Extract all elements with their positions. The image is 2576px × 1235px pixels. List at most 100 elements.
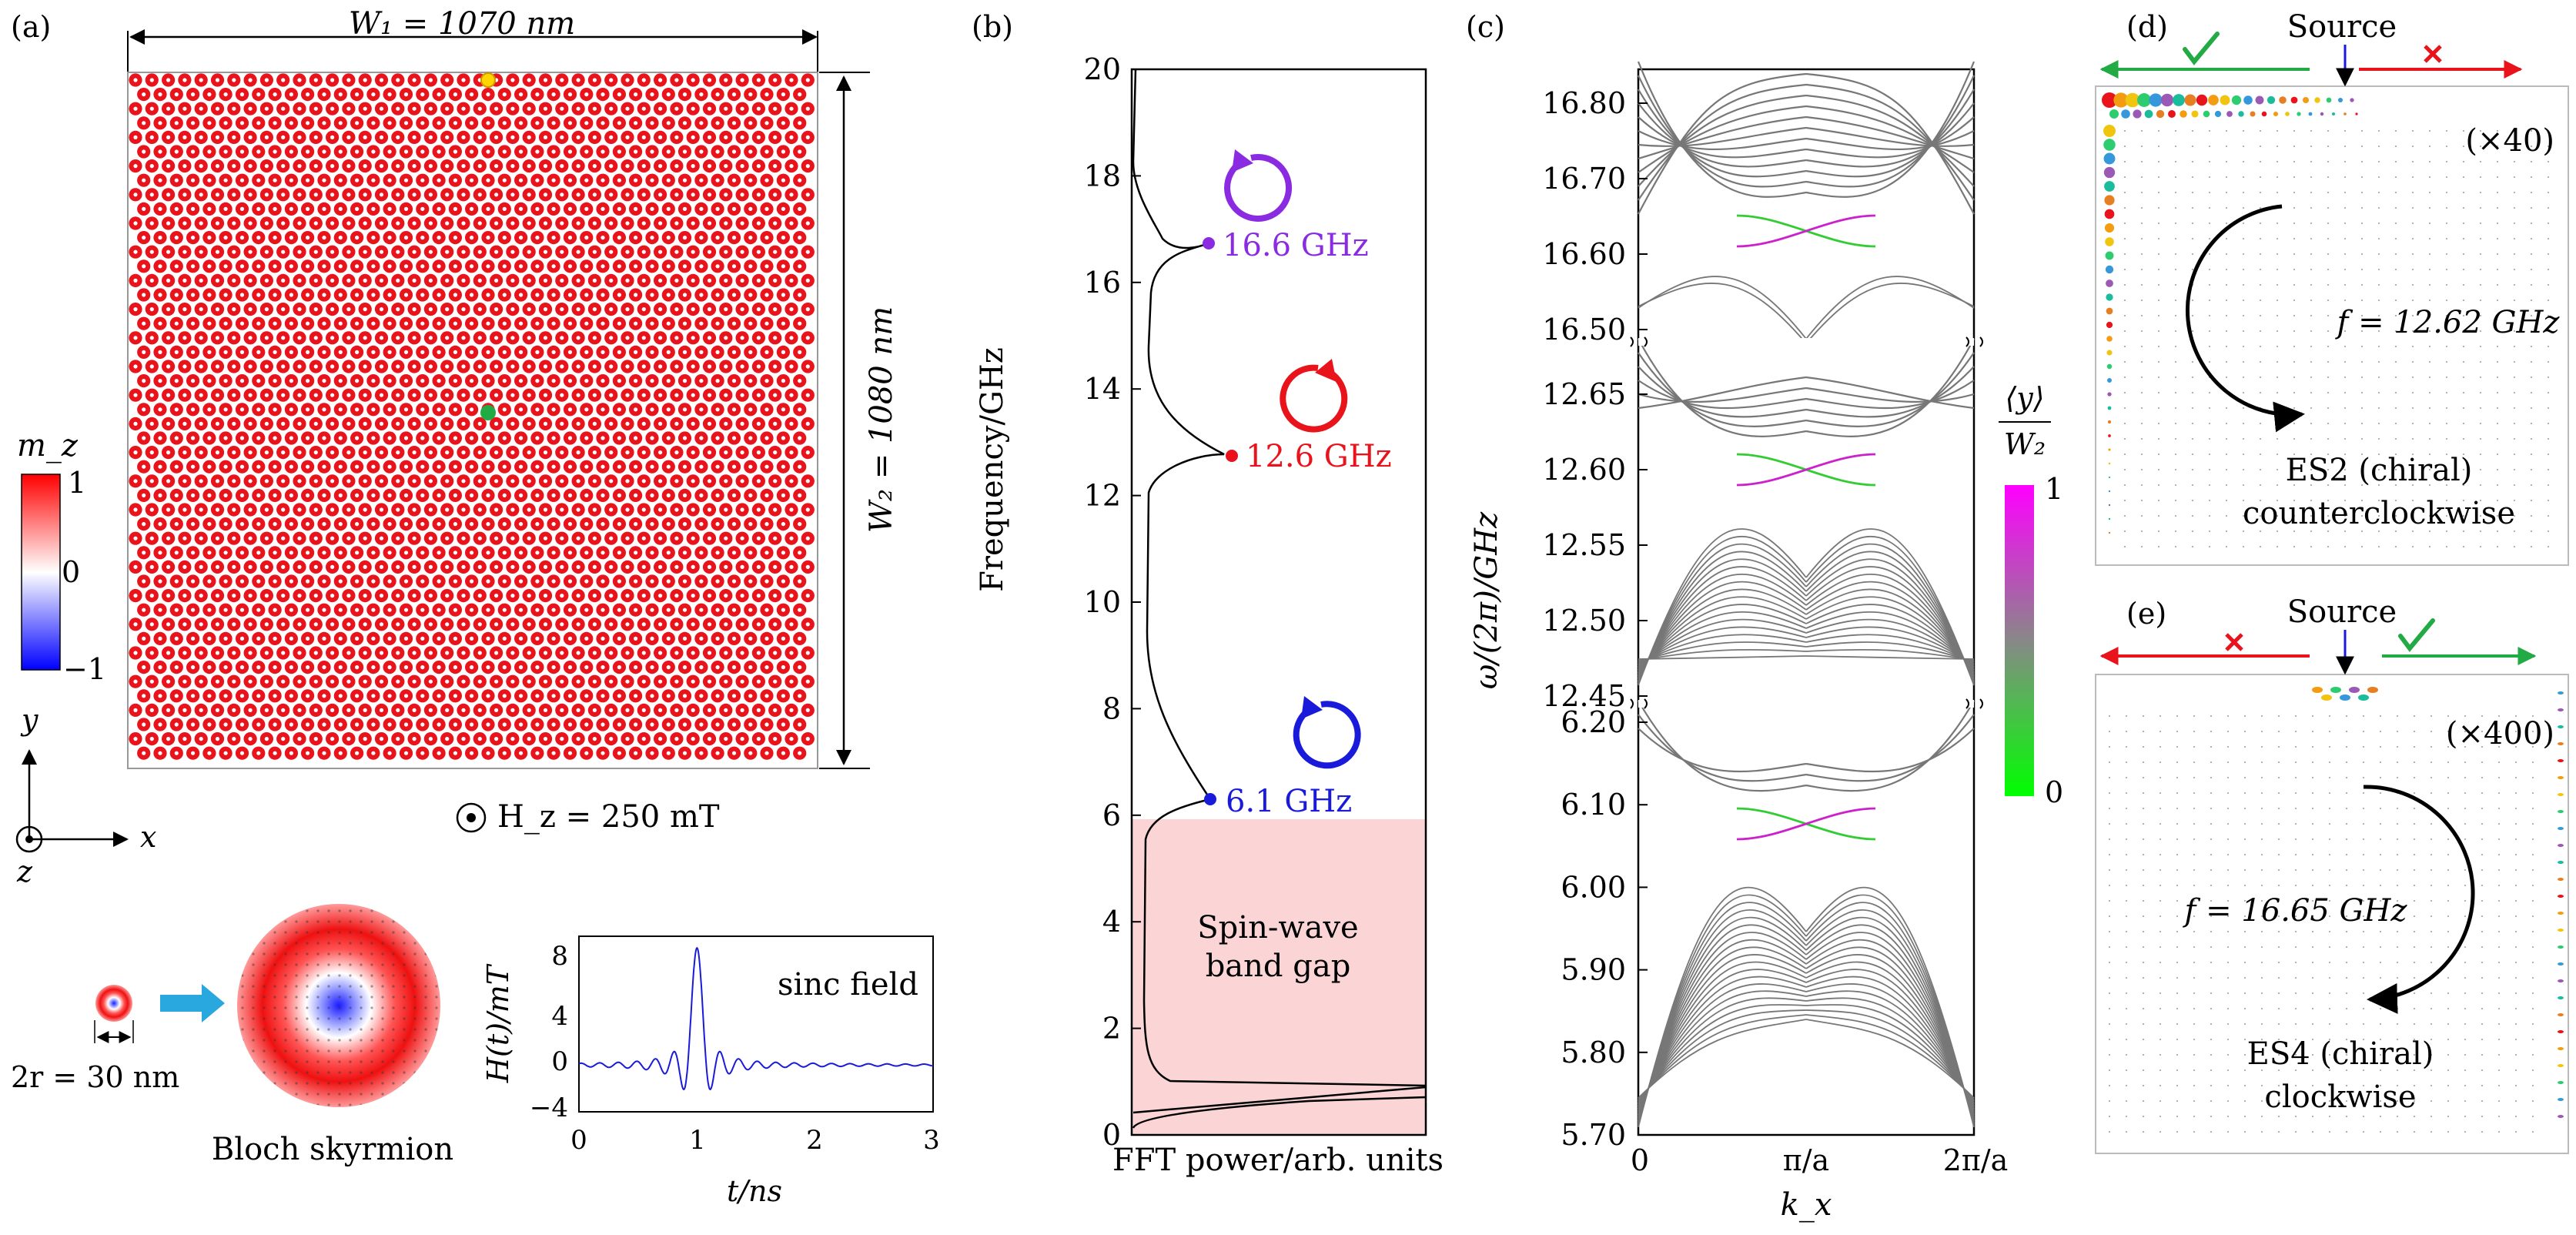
lattice-skyrmion-core — [789, 708, 794, 713]
lattice-skyrmion-core — [355, 751, 360, 755]
lattice-skyrmion-core — [248, 78, 253, 82]
lattice-skyrmion-core — [306, 236, 310, 240]
lattice-skyrmion-core — [535, 636, 540, 641]
lattice-skyrmion-core — [239, 236, 245, 240]
lattice-skyrmion-core — [658, 307, 663, 312]
lattice-skyrmion-core — [658, 536, 663, 541]
field-dot — [2225, 360, 2228, 363]
lattice-skyrmion-core — [805, 393, 810, 397]
lattice-skyrmion-core — [420, 321, 425, 326]
lattice-skyrmion-core — [781, 379, 786, 383]
lattice-skyrmion-core — [437, 178, 441, 182]
lattice-skyrmion-core — [346, 336, 351, 340]
lattice-skyrmion-core — [363, 307, 367, 312]
field-dot — [2411, 345, 2414, 348]
lattice-skyrmion-core — [403, 350, 409, 354]
field-dot — [2428, 437, 2431, 440]
field-dot — [2530, 484, 2533, 487]
lattice-skyrmion-core — [428, 622, 433, 627]
field-dot — [2191, 453, 2194, 456]
lattice-skyrmion-core — [543, 507, 548, 512]
lattice-skyrmion-core — [297, 249, 302, 254]
field-dot — [2310, 145, 2313, 148]
lattice-skyrmion-core — [527, 450, 531, 455]
lattice-skyrmion-core — [731, 722, 737, 727]
lattice-skyrmion-core — [166, 135, 171, 139]
lattice-skyrmion-core — [149, 221, 154, 226]
field-dot — [2191, 530, 2194, 533]
lattice-skyrmion-core — [731, 350, 737, 354]
lattice-skyrmion-core — [363, 594, 367, 598]
lattice-skyrmion-core — [248, 594, 253, 598]
lattice-skyrmion-core — [543, 622, 548, 627]
lattice-skyrmion-core — [322, 493, 326, 498]
lattice-skyrmion-core — [338, 607, 343, 612]
field-dot — [2157, 345, 2160, 348]
lattice-skyrmion-core — [428, 450, 433, 455]
lattice-skyrmion-core — [363, 421, 367, 427]
lattice-skyrmion-core — [346, 106, 351, 111]
lattice-skyrmion-core — [322, 579, 326, 584]
lattice-skyrmion-core — [264, 536, 269, 541]
lattice-skyrmion-core — [789, 564, 794, 570]
lattice-skyrmion-core — [412, 192, 417, 197]
lattice-skyrmion-core — [560, 106, 564, 111]
lattice-skyrmion-core — [650, 264, 654, 269]
field-dot — [2208, 299, 2211, 302]
field-dot — [2293, 407, 2296, 410]
field-dot — [2140, 376, 2143, 379]
lattice-skyrmion-core — [239, 436, 245, 440]
lattice-skyrmion-core — [215, 421, 220, 427]
mz-tick-0: 0 — [62, 555, 80, 589]
lattice-skyrmion-core — [773, 336, 778, 340]
lattice-skyrmion-core — [371, 579, 376, 584]
lattice-skyrmion-core — [634, 321, 638, 326]
lattice-skyrmion-core — [805, 536, 810, 541]
field-dot — [2157, 222, 2160, 225]
field-dot — [2411, 222, 2414, 225]
edge-amplitude-dot — [2108, 448, 2111, 451]
lattice-skyrmion-core — [567, 178, 573, 182]
lattice-skyrmion-core — [420, 149, 425, 154]
lattice-skyrmion-core — [256, 522, 261, 527]
lattice-skyrmion-core — [658, 450, 663, 455]
field-dot — [2360, 191, 2364, 194]
field-dot — [2208, 268, 2211, 271]
lattice-skyrmion-core — [379, 679, 384, 684]
lattice-skyrmion-core — [338, 636, 343, 641]
lattice-skyrmion-core — [420, 407, 425, 412]
field-dot — [2276, 176, 2279, 179]
lattice-skyrmion-core — [215, 307, 220, 312]
lattice-skyrmion-core — [551, 579, 556, 584]
lattice-skyrmion-core — [461, 307, 466, 312]
lattice-skyrmion-core — [724, 221, 728, 226]
lattice-skyrmion-core — [617, 607, 622, 612]
lattice-skyrmion-core — [674, 651, 679, 655]
lattice-skyrmion-core — [191, 149, 196, 154]
field-dot — [2191, 330, 2194, 333]
lattice-skyrmion-core — [617, 350, 622, 354]
lattice-skyrmion-core — [289, 694, 293, 698]
field-dot — [2157, 376, 2160, 379]
lattice-skyrmion-core — [297, 164, 302, 169]
lattice-skyrmion-core — [182, 479, 187, 484]
field-dot — [2310, 129, 2313, 132]
lattice-skyrmion-core — [756, 507, 761, 512]
lattice-skyrmion-core — [371, 293, 376, 297]
lattice-skyrmion-core — [764, 522, 769, 527]
lattice-skyrmion-core — [477, 536, 482, 541]
lattice-skyrmion-core — [674, 536, 679, 541]
lattice-skyrmion-core — [453, 407, 458, 412]
lattice-skyrmion-core — [601, 636, 605, 641]
lattice-skyrmion-core — [412, 536, 417, 541]
lattice-skyrmion-core — [248, 106, 253, 111]
lattice-skyrmion-core — [142, 236, 146, 240]
lattice-skyrmion-core — [330, 651, 335, 655]
lattice-skyrmion-core — [674, 594, 679, 598]
field-dot — [2157, 499, 2160, 502]
field-dot — [2174, 268, 2177, 271]
lattice-skyrmion-core — [551, 464, 556, 469]
lattice-skyrmion-core — [592, 679, 597, 684]
field-dot — [2530, 253, 2533, 256]
lattice-skyrmion-core — [731, 751, 737, 755]
